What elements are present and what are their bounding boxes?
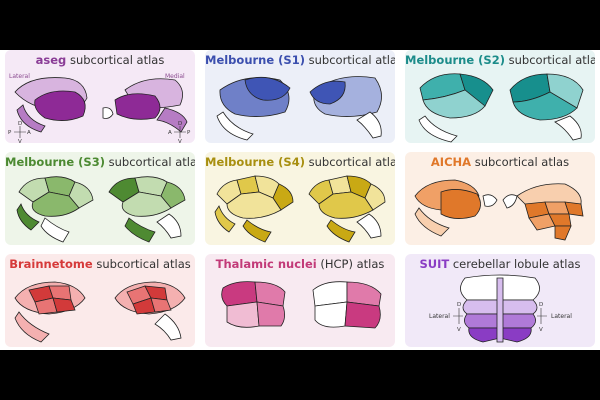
aicha-illustration [414, 179, 584, 241]
svg-text:A: A [27, 130, 31, 136]
aseg-title: aseg subcortical atlas [5, 53, 195, 67]
svg-text:V: V [18, 139, 22, 143]
svg-text:D: D [457, 302, 461, 308]
brainnetome-title-name: Brainnetome [9, 257, 93, 271]
melbourne-s2-illustration [418, 73, 584, 143]
melbourne-s2-title-name: Melbourne (S2) [405, 53, 505, 67]
melbourne-s4-illustration [214, 175, 386, 243]
svg-text:D: D [539, 302, 543, 308]
svg-text:P: P [8, 130, 12, 136]
panel-aicha: AICHA subcortical atlas [405, 152, 595, 245]
thalamic-title-name: Thalamic nuclei [215, 257, 317, 271]
aseg-title-suffix: subcortical atlas [66, 53, 165, 67]
melbourne-s3-title-suffix: subcortical atlas [104, 155, 195, 169]
panel-brainnetome: Brainnetome subcortical atlas [5, 254, 195, 347]
atlas-figure: Lateral Medial P A D V A P D V aseg subc… [0, 50, 600, 350]
suit-orientation-left: D V [453, 302, 463, 333]
suit-title: SUIT cerebellar lobule atlas [405, 257, 595, 271]
panel-suit: Lateral Lateral D V D V SUIT cerebellar … [405, 254, 595, 347]
aseg-label-medial: Medial [165, 73, 185, 80]
svg-text:V: V [539, 327, 543, 333]
panel-melbourne-s1: Melbourne (S1) subcortical atlas [205, 50, 395, 143]
melbourne-s1-title-suffix: subcortical atlas [304, 53, 395, 67]
melbourne-s3-illustration [16, 176, 186, 243]
aicha-title-suffix: subcortical atlas [471, 155, 570, 169]
svg-text:D: D [18, 121, 22, 127]
panel-melbourne-s4: Melbourne (S4) subcortical atlas [205, 152, 395, 245]
svg-text:V: V [457, 327, 461, 333]
aseg-title-name: aseg [35, 53, 67, 67]
aicha-title: AICHA subcortical atlas [405, 155, 595, 169]
brainnetome-illustration [14, 281, 186, 343]
suit-title-suffix: cerebellar lobule atlas [449, 257, 581, 271]
panel-melbourne-s2: Melbourne (S2) subcortical atlas [405, 50, 595, 143]
melbourne-s1-title-name: Melbourne (S1) [205, 53, 305, 67]
melbourne-s1-title: Melbourne (S1) subcortical atlas [205, 53, 395, 67]
thalamic-title: Thalamic nuclei (HCP) atlas [205, 257, 395, 271]
melbourne-s1-illustration [216, 76, 382, 141]
suit-illustration: Lateral Lateral D V D V [429, 274, 572, 343]
thalamic-title-suffix: (HCP) atlas [316, 257, 385, 271]
svg-text:D: D [178, 121, 182, 127]
melbourne-s3-title-name: Melbourne (S3) [5, 155, 105, 169]
melbourne-s2-title: Melbourne (S2) subcortical atlas [405, 53, 595, 67]
melbourne-s3-title: Melbourne (S3) subcortical atlas [5, 155, 195, 169]
melbourne-s4-title-name: Melbourne (S4) [205, 155, 305, 169]
aseg-label-lateral: Lateral [9, 73, 30, 80]
suit-label-lateral-right: Lateral [551, 313, 572, 320]
svg-text:V: V [178, 139, 182, 143]
panel-thalamic: Thalamic nuclei (HCP) atlas [205, 254, 395, 347]
melbourne-s4-title-suffix: subcortical atlas [304, 155, 395, 169]
aseg-orientation-left: P A D V [8, 121, 31, 143]
panel-aseg: Lateral Medial P A D V A P D V aseg subc… [5, 50, 195, 143]
svg-text:P: P [187, 130, 191, 136]
melbourne-s4-title: Melbourne (S4) subcortical atlas [205, 155, 395, 169]
aseg-illustration: Lateral Medial P A D V A P D V [8, 73, 191, 143]
thalamic-illustration [221, 281, 382, 329]
panel-melbourne-s3: Melbourne (S3) subcortical atlas [5, 152, 195, 245]
brainnetome-title-suffix: subcortical atlas [92, 257, 191, 271]
melbourne-s2-title-suffix: subcortical atlas [504, 53, 595, 67]
aicha-title-name: AICHA [430, 155, 472, 169]
aseg-orientation-right: A P D V [168, 121, 191, 143]
suit-label-lateral-left: Lateral [429, 313, 450, 320]
svg-text:A: A [168, 130, 172, 136]
suit-orientation-right: D V [537, 302, 547, 333]
brainnetome-title: Brainnetome subcortical atlas [5, 257, 195, 271]
suit-title-name: SUIT [419, 257, 450, 271]
